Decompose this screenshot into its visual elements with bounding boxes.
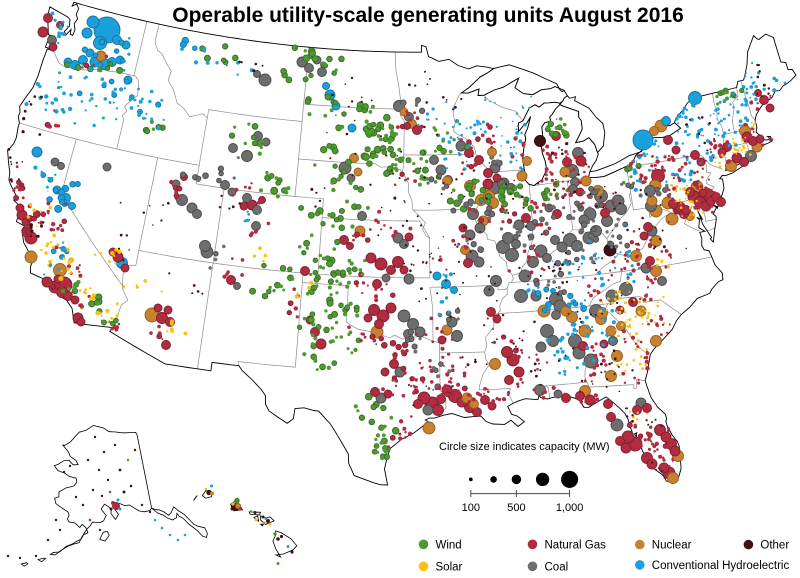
svg-text:Coal: Coal <box>545 561 569 573</box>
svg-text:Wind: Wind <box>436 539 462 551</box>
svg-text:1,000: 1,000 <box>556 502 584 514</box>
svg-text:Conventional Hydroelectric: Conventional Hydroelectric <box>652 560 790 572</box>
svg-text:Natural Gas: Natural Gas <box>545 539 607 551</box>
svg-text:500: 500 <box>507 502 525 514</box>
svg-text:100: 100 <box>462 502 480 514</box>
svg-text:Other: Other <box>760 540 789 552</box>
svg-text:Operable utility-scale generat: Operable utility-scale generating units … <box>172 4 684 27</box>
svg-text:Nuclear: Nuclear <box>652 540 692 552</box>
svg-text:Solar: Solar <box>436 561 463 573</box>
svg-text:Circle size indicates capacity: Circle size indicates capacity (MW) <box>439 441 610 453</box>
